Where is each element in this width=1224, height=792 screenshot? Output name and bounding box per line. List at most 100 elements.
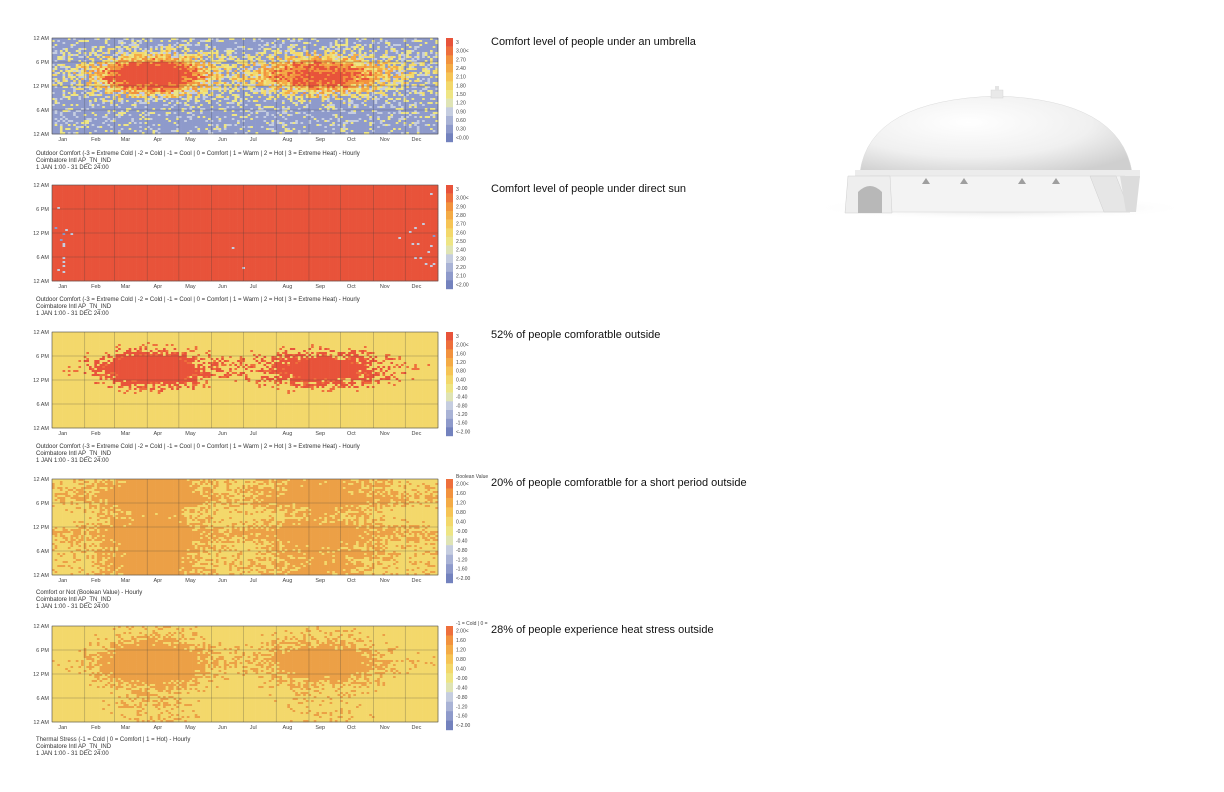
heat-cell	[118, 132, 122, 135]
heat-cell	[73, 106, 77, 109]
heat-cell	[178, 104, 182, 107]
heat-cell	[99, 132, 103, 135]
heat-cell	[247, 118, 251, 121]
heat-cell	[316, 106, 320, 109]
heat-cell	[178, 72, 182, 75]
heat-cell	[200, 128, 203, 131]
heat-cell	[176, 62, 180, 65]
heat-cell	[170, 128, 174, 131]
heat-cell	[94, 58, 98, 61]
heat-cell	[155, 82, 159, 85]
heat-cell	[189, 50, 193, 53]
heat-cell	[313, 78, 317, 81]
heat-cell	[250, 72, 254, 75]
heat-cell	[89, 112, 92, 115]
heat-cell	[170, 108, 174, 111]
heat-cell	[276, 72, 280, 75]
heat-cell	[57, 68, 61, 71]
heat-cell	[57, 56, 61, 59]
heat-cell	[237, 96, 241, 99]
heat-cell	[308, 48, 312, 51]
heat-cell	[303, 130, 307, 133]
heat-cell	[73, 62, 77, 65]
heat-cell	[139, 48, 143, 51]
heat-cell	[57, 78, 61, 81]
heat-cell	[316, 116, 320, 119]
heat-cell	[213, 96, 217, 99]
heat-cell	[176, 106, 180, 109]
heat-cell	[210, 44, 214, 47]
heat-cell	[128, 48, 132, 51]
heat-cell	[81, 76, 85, 79]
heat-cell	[78, 76, 82, 79]
heat-cell	[245, 56, 248, 59]
heat-cell	[181, 130, 185, 133]
heat-cell	[189, 118, 193, 121]
heat-cell	[319, 108, 322, 111]
heat-cell	[86, 80, 90, 83]
heat-cell	[165, 128, 169, 131]
heat-cell	[239, 88, 243, 91]
heat-cell	[279, 128, 283, 131]
heat-cell	[239, 120, 243, 123]
heat-cell	[229, 114, 233, 117]
heat-cell	[181, 38, 185, 41]
heat-cell	[210, 94, 214, 97]
heat-cell	[258, 86, 262, 89]
heat-cell	[128, 100, 132, 103]
heat-cell	[181, 104, 185, 107]
heat-cell	[59, 92, 63, 95]
heat-cell	[67, 124, 71, 127]
heat-cell	[284, 56, 288, 59]
heat-cell	[223, 70, 227, 73]
heat-cell	[252, 94, 256, 97]
heat-cell	[91, 44, 95, 47]
heat-cell	[324, 76, 328, 79]
heat-cell	[289, 58, 293, 61]
heat-cell	[316, 110, 320, 113]
heat-cell	[104, 44, 108, 47]
heat-cell	[144, 54, 148, 57]
heat-cell	[52, 48, 55, 51]
heat-cell	[197, 110, 201, 113]
heat-cell	[189, 64, 193, 67]
heat-cell	[252, 128, 256, 131]
heat-cell	[276, 82, 280, 85]
heat-cell	[89, 84, 92, 87]
heat-cell	[321, 122, 325, 125]
heat-cell	[99, 72, 103, 75]
heat-cell	[289, 50, 293, 53]
heat-cell	[96, 118, 100, 121]
heat-cell	[239, 108, 243, 111]
heat-cell	[73, 120, 77, 123]
heat-cell	[107, 80, 111, 83]
heat-cell	[107, 66, 111, 69]
heat-cell	[89, 118, 92, 121]
heat-cell	[75, 56, 79, 59]
heat-cell	[303, 84, 307, 87]
heat-cell	[202, 38, 206, 41]
heat-cell	[96, 76, 100, 79]
heat-cell	[279, 72, 283, 75]
heat-cell	[181, 122, 185, 125]
heat-cell	[83, 126, 87, 129]
heat-cell	[165, 110, 169, 113]
heat-cell	[258, 126, 262, 129]
heat-cell	[266, 114, 270, 117]
heat-cell	[284, 52, 288, 55]
heat-cell	[223, 128, 227, 131]
heat-cell	[282, 120, 285, 123]
heat-cell	[250, 114, 254, 117]
heat-cell	[215, 88, 219, 91]
heat-cell	[165, 50, 169, 53]
heat-cell	[89, 60, 92, 63]
heat-cell	[65, 76, 69, 79]
heat-cell	[239, 94, 243, 97]
heat-cell	[65, 50, 69, 53]
heat-cell	[289, 106, 293, 109]
heat-cell	[75, 106, 79, 109]
heat-cell	[133, 108, 137, 111]
heat-cell	[258, 58, 262, 61]
heat-cell	[234, 74, 238, 77]
heat-cell	[324, 120, 328, 123]
